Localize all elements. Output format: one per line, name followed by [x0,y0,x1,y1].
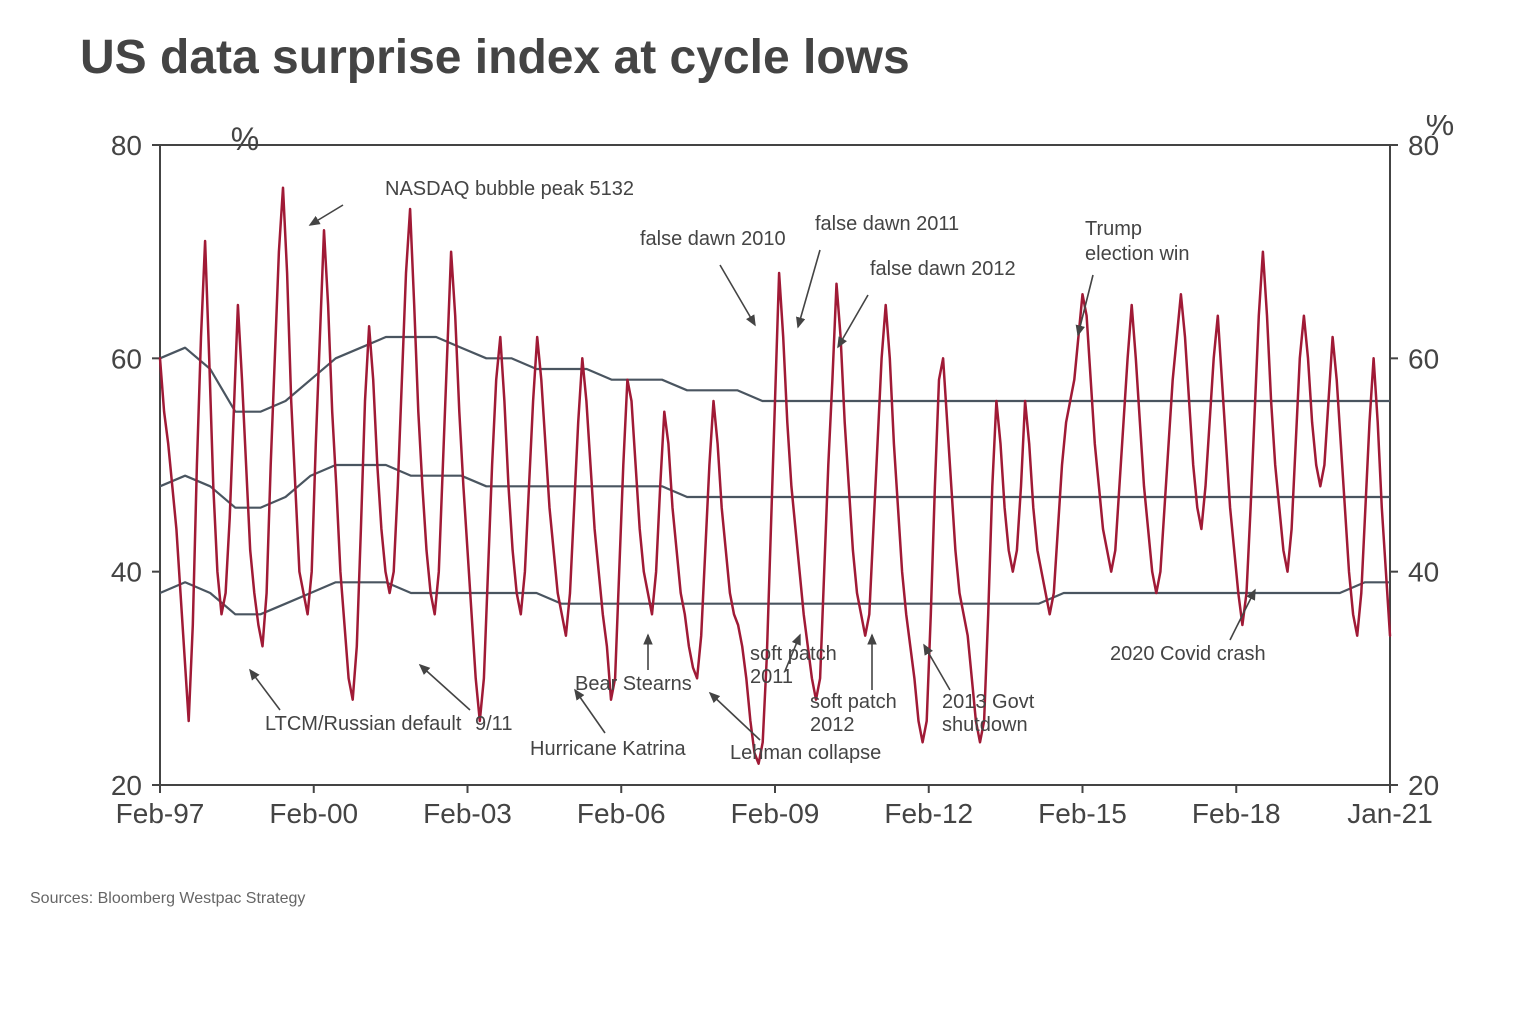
svg-text:2012: 2012 [810,714,855,736]
svg-text:2020 Covid crash: 2020 Covid crash [1110,643,1266,665]
svg-text:80: 80 [111,130,142,161]
svg-text:60: 60 [1408,343,1439,374]
svg-text:20: 20 [111,770,142,801]
svg-text:2013 Govt: 2013 Govt [942,691,1035,713]
svg-text:Lehman collapse: Lehman collapse [730,742,881,764]
svg-text:Feb-18: Feb-18 [1192,798,1281,829]
svg-text:Feb-06: Feb-06 [577,798,666,829]
svg-text:false dawn 2011: false dawn 2011 [815,213,959,235]
svg-text:60: 60 [111,343,142,374]
svg-text:Feb-00: Feb-00 [269,798,358,829]
svg-text:false dawn 2010: false dawn 2010 [640,228,786,250]
svg-text:40: 40 [1408,557,1439,588]
svg-text:election win: election win [1085,243,1190,265]
svg-text:Bear Stearns: Bear Stearns [575,673,692,695]
svg-text:2011: 2011 [750,666,793,688]
svg-text:Jan-21: Jan-21 [1347,798,1433,829]
svg-text:LTCM/Russian default: LTCM/Russian default [265,713,462,735]
svg-text:shutdown: shutdown [942,714,1028,736]
svg-text:Feb-12: Feb-12 [884,798,973,829]
chart-container: 2020404060608080%%Feb-97Feb-00Feb-03Feb-… [80,115,1460,860]
svg-text:Feb-03: Feb-03 [423,798,512,829]
svg-text:Feb-09: Feb-09 [731,798,820,829]
svg-text:NASDAQ bubble peak 5132: NASDAQ bubble peak 5132 [385,178,634,200]
svg-text:%: % [1426,115,1454,142]
svg-text:false dawn 2012: false dawn 2012 [870,258,1016,280]
chart-title: US data surprise index at cycle lows [0,0,1540,95]
sources-text: Sources: Bloomberg Westpac Strategy [0,860,1540,908]
svg-text:40: 40 [111,557,142,588]
svg-text:soft patch: soft patch [810,691,897,713]
surprise-index-chart: 2020404060608080%%Feb-97Feb-00Feb-03Feb-… [80,115,1460,855]
svg-text:Feb-15: Feb-15 [1038,798,1127,829]
svg-text:Feb-97: Feb-97 [116,798,205,829]
svg-text:9/11: 9/11 [475,713,512,735]
svg-text:soft patch: soft patch [750,643,837,665]
svg-text:%: % [231,121,259,157]
svg-text:Trump: Trump [1085,218,1142,240]
svg-text:20: 20 [1408,770,1439,801]
svg-text:Hurricane Katrina: Hurricane Katrina [530,738,687,760]
